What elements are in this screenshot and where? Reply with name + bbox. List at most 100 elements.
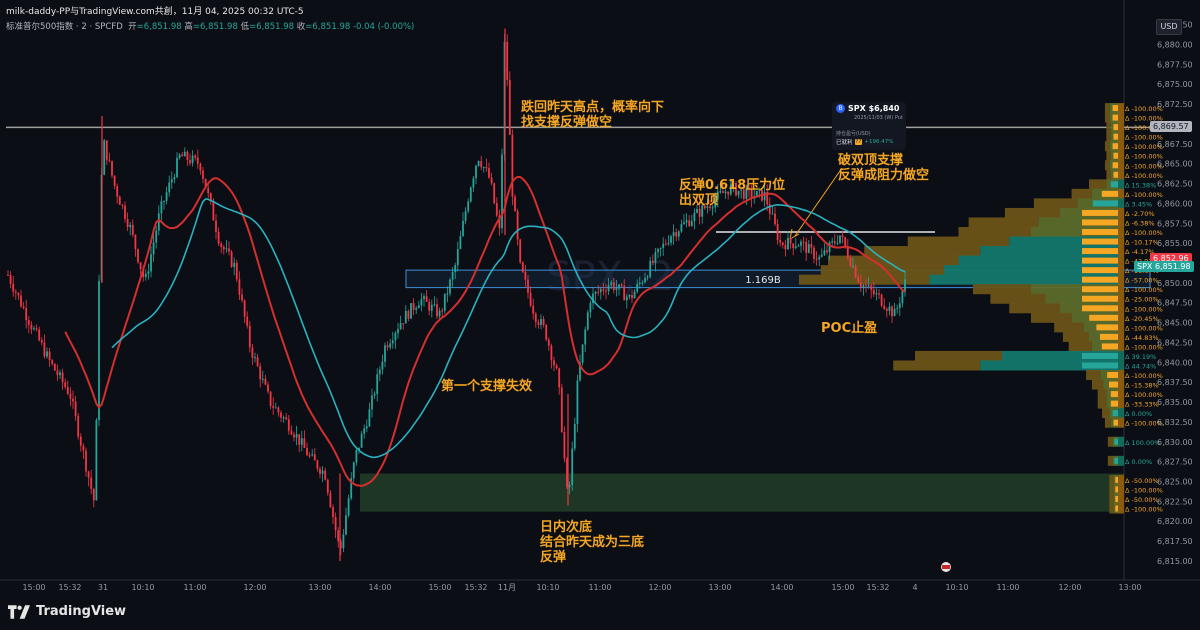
candle-body xyxy=(706,206,709,209)
time-axis-label: 15:32 xyxy=(866,583,889,592)
volume-profile-marker xyxy=(1118,179,1124,190)
candle-body xyxy=(410,303,412,319)
candle-body xyxy=(664,243,667,245)
candle-body xyxy=(898,303,901,308)
price-axis-label: 6,830.00 xyxy=(1157,438,1193,447)
candle-body xyxy=(657,248,659,253)
volume-profile-percent: Δ -100.00% xyxy=(1125,191,1163,199)
candle-body xyxy=(303,438,306,448)
volume-profile-marker xyxy=(1118,474,1124,485)
candle-body xyxy=(852,265,854,267)
volume-profile-delta xyxy=(1115,476,1118,483)
annotation-top-note[interactable]: 跌回昨天高点，概率向下 找支撑反弹做空 xyxy=(521,100,664,130)
volume-profile-delta xyxy=(1114,457,1118,464)
candle-body xyxy=(586,312,589,330)
candle-body xyxy=(524,272,527,280)
candle-body xyxy=(599,289,602,293)
candle-body xyxy=(22,306,25,308)
candles xyxy=(7,28,906,561)
candle-body xyxy=(95,420,98,501)
candle-body xyxy=(233,262,236,267)
position-card[interactable]: B SPX $6,840 2025/11/03 (W) Put 持仓盈亏(USD… xyxy=(832,102,906,150)
candle-body xyxy=(592,293,594,303)
candle-body xyxy=(560,387,563,432)
candle-body xyxy=(698,208,701,217)
volume-profile-bar-down xyxy=(1106,150,1111,161)
volume-profile-delta xyxy=(1082,257,1118,264)
volume-profile-percent: Δ -20.45% xyxy=(1125,315,1159,323)
candle-body xyxy=(272,406,275,408)
candle-body xyxy=(482,167,485,169)
volume-profile-bar-down xyxy=(1107,436,1113,447)
pnl-percent: +196.47% xyxy=(864,139,894,145)
candle-body xyxy=(9,275,12,284)
candle-body xyxy=(308,455,311,457)
volume-profile-percent: Δ 15.38% xyxy=(1125,181,1156,189)
volume-profile-bar-down xyxy=(1104,141,1110,152)
volume-profile-bar-up xyxy=(980,360,1118,371)
volume-profile-bar-down xyxy=(958,227,1031,237)
annotation-poc[interactable]: POC止盈 xyxy=(821,321,878,336)
candle-body xyxy=(537,322,540,325)
candle-body xyxy=(217,231,220,244)
candle-body xyxy=(142,269,145,277)
price-axis-label: 6,832.50 xyxy=(1157,418,1193,427)
volume-profile-bar-down xyxy=(1102,408,1110,419)
volume-profile-percent: Δ 0.00% xyxy=(1125,458,1152,466)
candle-body xyxy=(157,213,160,231)
candle-body xyxy=(126,218,129,228)
annotation-rebound-note[interactable]: 反弹0.618压力位 出双顶 xyxy=(679,178,785,208)
volume-profile-delta xyxy=(1082,248,1118,255)
ohlc-legend: 标准普尔500指数 · 2 · SPCFD 开=6,851.98 高=6,851… xyxy=(6,20,414,32)
candle-body xyxy=(77,415,80,437)
candle-body xyxy=(680,224,683,232)
tradingview-logo[interactable]: TradingView xyxy=(8,604,126,619)
candle-body xyxy=(662,243,665,248)
candle-body xyxy=(277,407,280,413)
candle-body xyxy=(25,307,28,321)
annotation-support-fail[interactable]: 第一个支撑失效 xyxy=(441,379,533,394)
time-axis-label: 12:00 xyxy=(648,583,671,592)
volume-profile-delta xyxy=(1101,190,1118,197)
candle-body xyxy=(391,340,394,344)
volume-profile-percent: Δ -100.00% xyxy=(1125,420,1163,428)
volume-profile-percent: Δ -50.00% xyxy=(1125,496,1159,504)
candle-body xyxy=(425,296,428,302)
candle-body xyxy=(103,140,106,175)
candle-body xyxy=(202,170,204,179)
candle-body xyxy=(597,291,600,293)
candle-body xyxy=(501,154,503,229)
time-axis-label: 4 xyxy=(912,583,917,592)
volume-profile-delta xyxy=(1115,505,1118,512)
price-axis-label: 6,875.00 xyxy=(1157,80,1193,89)
candle-body xyxy=(69,393,72,399)
annotation-triple-bottom[interactable]: 日内次底 结合昨天成为三底 反弹 xyxy=(540,520,644,565)
volume-profile-delta xyxy=(1096,324,1118,331)
volume-profile-delta xyxy=(1112,143,1118,150)
volume-profile-delta xyxy=(1112,105,1118,112)
annotation-break-note[interactable]: 破双顶支撑 反弹成阻力做空 xyxy=(838,153,929,183)
volume-profile-bar-up xyxy=(1045,293,1118,304)
candle-body xyxy=(498,215,501,229)
price-tag-value: 6,851.98 xyxy=(1154,262,1191,272)
symbol-name[interactable]: 标准普尔500指数 · 2 · SPCFD xyxy=(6,22,123,32)
price-axis-label: 6,855.00 xyxy=(1157,239,1193,248)
price-axis-label: 6,820.00 xyxy=(1157,517,1193,526)
volume-profile-bar-up xyxy=(1038,217,1118,228)
volume-profile-percent: Δ -100.00% xyxy=(1125,143,1163,151)
volume-profile-percent: Δ 100.00% xyxy=(1125,439,1160,447)
time-axis-label: 10:10 xyxy=(131,583,154,592)
volume-profile-marker xyxy=(1118,122,1124,133)
volume-profile-bar-up xyxy=(1031,284,1118,295)
candle-body xyxy=(241,294,243,301)
candle-body xyxy=(805,242,808,254)
pnl-label: 持仓盈亏(USD) xyxy=(836,131,871,137)
candle-body xyxy=(264,378,267,385)
candle-body xyxy=(428,301,431,311)
volume-profile-percent: Δ 3.45% xyxy=(1125,200,1152,208)
currency-button[interactable]: USD xyxy=(1156,19,1182,35)
pnl-amount: ?? xyxy=(854,139,863,145)
low-value: =6,851.98 xyxy=(249,22,295,32)
volume-profile-bar-down xyxy=(1104,103,1110,114)
